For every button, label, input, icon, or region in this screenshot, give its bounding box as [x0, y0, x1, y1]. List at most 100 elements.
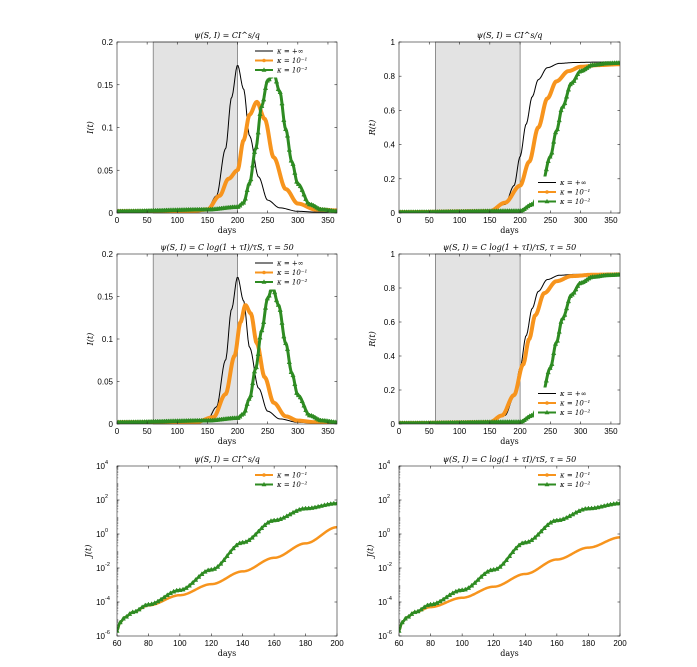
data-point-marker	[250, 162, 256, 168]
legend-label: κ = 10⁻¹	[276, 472, 308, 480]
y-tick-label-exponent: 0	[387, 528, 390, 534]
shaded-interval	[435, 253, 521, 425]
data-point-marker	[224, 553, 230, 558]
y-tick-label: 10	[378, 598, 387, 607]
data-point-marker	[297, 183, 303, 189]
y-tick-label: 0.8	[384, 284, 396, 293]
data-point-marker	[284, 132, 291, 138]
legend: κ = +∞κ = 10⁻¹κ = 10⁻²	[534, 176, 616, 209]
axes-frame	[398, 253, 621, 425]
data-point-marker	[281, 117, 287, 122]
x-tick-label: 200	[231, 216, 245, 225]
data-point-marker	[575, 71, 581, 76]
data-point-marker	[259, 327, 265, 333]
y-tick-label: 0.2	[384, 175, 396, 184]
x-tick-label: 300	[574, 216, 588, 225]
legend-label: κ = +∞	[559, 390, 587, 398]
data-point-marker	[541, 525, 547, 531]
data-point-marker	[294, 178, 300, 184]
chart-title: ψ(S, I) = CI^s/q	[477, 31, 543, 40]
data-point-marker	[264, 295, 270, 301]
data-point-marker	[556, 328, 562, 334]
y-tick-label: 10	[96, 530, 105, 539]
x-tick-label: 0	[397, 427, 402, 436]
legend-marker	[261, 67, 267, 72]
y-tick-label: 10	[96, 462, 105, 471]
data-point-marker	[562, 311, 568, 317]
data-point-marker	[248, 392, 254, 398]
data-point-marker	[277, 307, 283, 312]
data-point-marker	[543, 166, 549, 172]
series-markers-2	[399, 500, 620, 633]
legend-label: κ = 10⁻¹	[276, 269, 308, 277]
y-tick-label-exponent: 4	[105, 460, 108, 466]
data-point-marker	[288, 157, 294, 163]
x-tick-label: 160	[267, 639, 281, 648]
data-point-marker	[288, 369, 294, 374]
data-point-marker	[571, 78, 577, 83]
legend-label: κ = 10⁻²	[276, 279, 308, 287]
data-point-marker	[303, 407, 309, 413]
y-tick-label: 0.2	[102, 38, 114, 47]
chart-title: ψ(S, I) = C log(1 + τI)/τS, τ = 50	[443, 455, 576, 464]
series-markers-3	[399, 59, 620, 213]
chart-title: ψ(S, I) = CI^s/q	[194, 31, 260, 40]
data-point-marker	[405, 613, 412, 619]
x-axis-label: days	[500, 649, 519, 658]
x-tick-label: 350	[604, 216, 618, 225]
data-point-marker	[255, 129, 261, 135]
data-point-marker	[279, 320, 285, 325]
x-tick-label: 100	[173, 639, 187, 648]
x-axis-label: days	[500, 226, 519, 235]
data-point-marker	[506, 553, 513, 558]
data-point-marker	[255, 351, 261, 356]
x-tick-label: 180	[299, 639, 313, 648]
data-point-marker	[481, 571, 487, 576]
y-tick-label: 10	[96, 496, 105, 505]
x-tick-label: 0	[397, 216, 402, 225]
data-point-marker	[196, 573, 202, 579]
x-tick-label: 50	[425, 216, 434, 225]
y-tick-label-exponent: 2	[387, 494, 390, 500]
legend: κ = +∞κ = 10⁻¹κ = 10⁻²	[251, 257, 333, 290]
data-point-marker	[299, 398, 305, 403]
y-tick-label: 10	[378, 530, 387, 539]
data-point-marker	[266, 76, 272, 82]
data-point-marker	[283, 340, 289, 346]
x-tick-label: 100	[171, 427, 185, 436]
x-axis-label: days	[500, 437, 519, 446]
data-point-marker	[560, 315, 566, 321]
data-point-marker	[334, 500, 337, 506]
y-axis-label: I(t)	[86, 333, 95, 347]
y-tick-label: 0.4	[384, 141, 396, 150]
data-point-marker	[218, 560, 224, 566]
data-point-marker	[585, 505, 592, 511]
data-point-marker	[552, 340, 559, 346]
data-point-marker	[617, 271, 620, 277]
data-point-marker	[281, 333, 287, 339]
data-point-marker	[244, 187, 250, 192]
data-point-marker	[250, 380, 256, 386]
x-tick-label: 250	[261, 216, 275, 225]
data-point-marker	[246, 396, 252, 401]
data-point-marker	[199, 571, 205, 576]
data-point-marker	[214, 563, 221, 569]
data-point-marker	[545, 158, 551, 163]
y-tick-label: 0	[391, 209, 396, 218]
series-line-2	[399, 502, 620, 632]
x-tick-label: 150	[483, 427, 497, 436]
y-tick-label: 0.15	[97, 81, 113, 90]
data-point-marker	[334, 419, 337, 424]
axes-frame	[398, 465, 621, 637]
data-point-marker	[192, 576, 199, 582]
x-tick-label: 60	[395, 639, 404, 648]
y-tick-label: 0.8	[384, 72, 396, 81]
x-tick-label: 200	[513, 216, 527, 225]
data-point-marker	[614, 500, 620, 506]
legend-label: κ = 10⁻²	[559, 481, 591, 489]
legend: κ = +∞κ = 10⁻¹κ = 10⁻²	[534, 387, 616, 420]
data-point-marker	[240, 410, 247, 416]
y-axis-label: R(t)	[368, 331, 377, 347]
y-tick-label: 0.6	[384, 318, 396, 327]
